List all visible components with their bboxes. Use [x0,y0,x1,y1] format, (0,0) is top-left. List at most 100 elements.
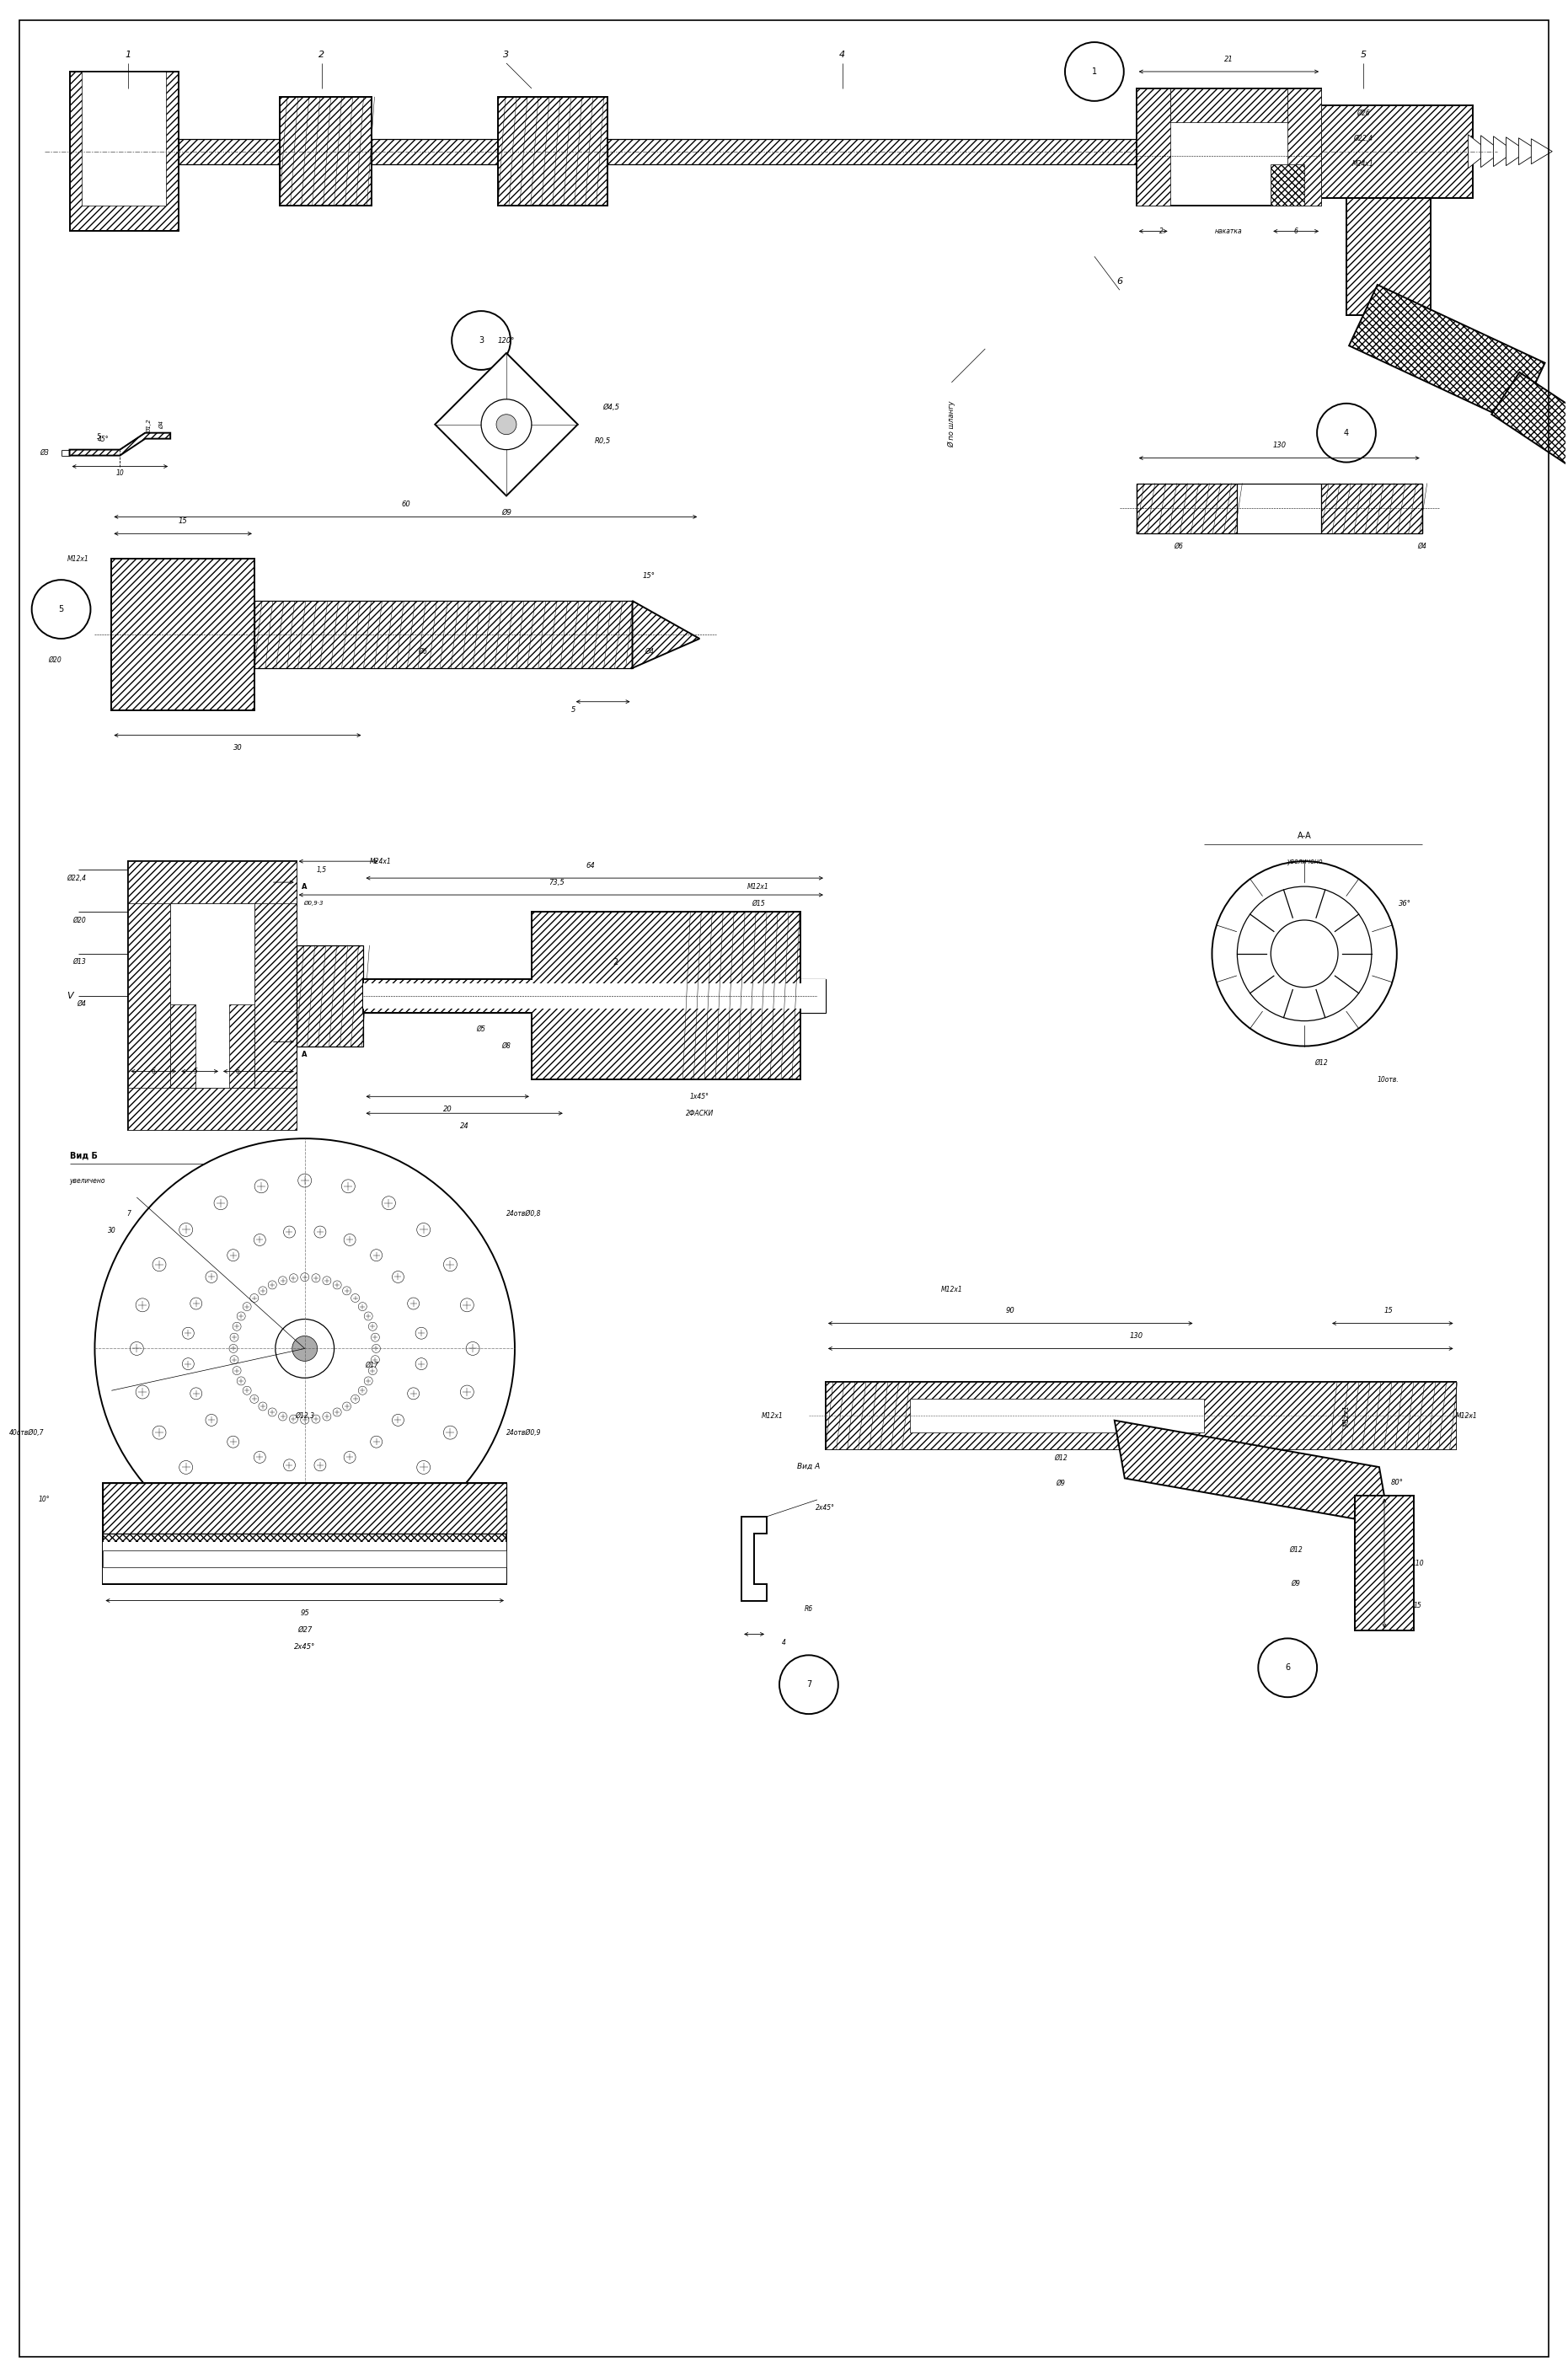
Text: Ø17: Ø17 [365,1362,378,1369]
Circle shape [259,1402,267,1410]
Circle shape [298,1509,312,1524]
Bar [229,1003,254,1089]
Circle shape [452,311,511,371]
Text: Ø5: Ø5 [477,1024,486,1034]
Text: Вид A: Вид A [797,1462,820,1469]
Circle shape [268,1407,276,1417]
Text: 2ФАСКИ: 2ФАСКИ [685,1110,713,1117]
Bar [82,71,166,207]
Bar [129,860,171,1129]
Circle shape [368,1322,376,1331]
Text: Ø22,4: Ø22,4 [67,875,86,882]
Circle shape [279,1412,287,1421]
Circle shape [351,1395,359,1402]
Circle shape [497,414,516,435]
Text: Ø6: Ø6 [1174,542,1182,549]
Text: 7: 7 [127,1210,130,1217]
Bar [607,138,1279,164]
Text: Ø22,4: Ø22,4 [1353,135,1374,143]
Text: 6: 6 [1286,1664,1290,1671]
Text: 4: 4 [839,50,845,59]
Bar [1270,164,1305,207]
Text: 40отвØ0,7: 40отвØ0,7 [9,1429,44,1436]
Circle shape [342,1286,351,1295]
Circle shape [314,1459,326,1471]
Text: 7: 7 [806,1681,811,1688]
Circle shape [301,1274,309,1281]
Circle shape [243,1303,251,1310]
Polygon shape [1493,135,1515,166]
Bar [372,138,499,164]
Text: 3: 3 [503,50,510,59]
Text: Ø4: Ø4 [160,421,165,428]
Text: Вид Б: Вид Б [69,1150,97,1160]
Circle shape [368,1367,376,1374]
Circle shape [364,1376,373,1386]
Text: Ø12: Ø12 [1289,1547,1303,1555]
Text: Ø3: Ø3 [39,449,49,456]
Circle shape [136,1298,149,1312]
Circle shape [392,1414,405,1426]
Circle shape [779,1654,839,1714]
Text: 80°: 80° [1391,1478,1403,1486]
Text: 15: 15 [179,518,188,525]
Text: Ø9: Ø9 [502,509,511,516]
Text: 24: 24 [459,1122,469,1129]
Text: 1,5: 1,5 [317,865,326,872]
Text: 5: 5 [1359,50,1366,59]
Bar [1322,483,1422,535]
Polygon shape [69,433,171,456]
Text: M12x1: M12x1 [941,1286,963,1293]
Circle shape [182,1326,194,1338]
Circle shape [323,1276,331,1286]
Text: 60: 60 [401,502,411,509]
Bar [103,1483,506,1533]
Bar [69,71,179,231]
Circle shape [314,1227,326,1238]
Text: 73,5: 73,5 [549,879,564,887]
Text: 30: 30 [234,744,241,751]
Text: увеличено: увеличено [1286,858,1322,865]
Circle shape [279,1276,287,1286]
Text: 36°: 36° [1399,899,1411,908]
Bar [1137,483,1237,535]
Polygon shape [1532,138,1552,164]
Bar [1347,197,1430,316]
Text: 64: 64 [586,863,594,870]
Polygon shape [1468,135,1490,169]
Text: 6: 6 [1294,228,1298,235]
Text: 45°: 45° [97,435,108,444]
Circle shape [1237,887,1372,1020]
Circle shape [213,1196,227,1210]
Circle shape [254,1452,265,1464]
Text: V: V [66,991,72,1001]
Text: 15°: 15° [643,573,655,580]
Text: 95: 95 [299,1609,309,1616]
Bar [254,860,296,1129]
Text: 5: 5 [571,706,575,713]
Circle shape [237,1312,245,1319]
Text: А-А: А-А [1297,832,1311,841]
Polygon shape [632,601,699,668]
Text: 4: 4 [781,1638,786,1647]
Circle shape [332,1281,342,1288]
Text: 6: 6 [152,1067,155,1074]
Text: 5: 5 [193,1067,198,1074]
Text: М24х1: М24х1 [1352,159,1374,169]
Polygon shape [1480,135,1502,166]
Circle shape [213,1488,227,1500]
Circle shape [276,1319,334,1379]
Circle shape [31,580,91,639]
Circle shape [182,1357,194,1369]
Text: Ø12: Ø12 [1054,1455,1068,1462]
Circle shape [152,1257,166,1272]
Text: 15: 15 [1385,1307,1392,1314]
Circle shape [1317,404,1375,461]
Text: M12x1: M12x1 [1455,1412,1477,1419]
Text: 5: 5 [58,606,64,613]
Circle shape [372,1355,379,1364]
Circle shape [332,1407,342,1417]
Bar [171,1003,196,1089]
Text: Ø26: Ø26 [1356,109,1370,116]
Circle shape [416,1357,426,1369]
